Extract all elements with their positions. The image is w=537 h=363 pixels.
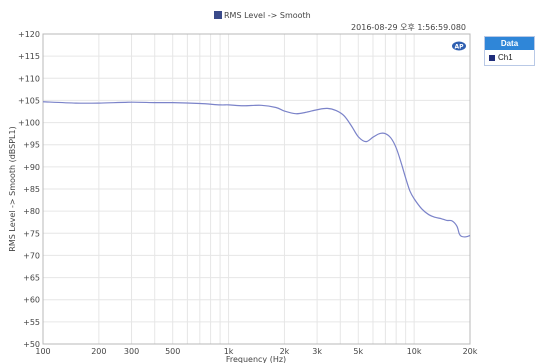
x-tick-label: 5k <box>353 347 363 356</box>
y-tick-label: +50 <box>23 340 40 349</box>
y-tick-label: +105 <box>18 96 40 105</box>
x-tick-label: 300 <box>124 347 139 356</box>
x-tick-labels: 100 200 300 500 1k 2k 3k 5k 10k 20k <box>35 347 477 356</box>
x-tick-label: 20k <box>463 347 478 356</box>
y-tick-label: +80 <box>23 207 40 216</box>
y-tick-label: +100 <box>18 119 40 128</box>
series-line-ch1 <box>42 101 471 238</box>
y-axis-label: RMS Level -> Smooth (dBSPL1) <box>8 126 17 251</box>
y-tick-label: +70 <box>23 251 40 260</box>
chart-title: RMS Level -> Smooth <box>224 11 311 20</box>
app-icon <box>214 11 222 19</box>
timestamp: 2016-08-29 오후 1:56:59.080 <box>351 23 466 32</box>
grid-lines <box>43 33 470 345</box>
y-tick-label: +115 <box>18 52 40 61</box>
legend-title: Data <box>485 37 534 50</box>
legend-panel: Data Ch1 <box>484 36 535 66</box>
legend-item-ch1[interactable]: Ch1 <box>485 50 534 65</box>
y-tick-label: +55 <box>23 318 40 327</box>
x-tick-label: 10k <box>407 347 422 356</box>
y-tick-label: +95 <box>23 141 40 150</box>
x-tick-label: 3k <box>312 347 322 356</box>
x-axis-label: Frequency (Hz) <box>226 355 286 363</box>
x-tick-label: 2k <box>280 347 290 356</box>
ap-logo-icon: AP <box>452 41 466 51</box>
legend-item-label: Ch1 <box>498 53 513 62</box>
y-tick-label: +75 <box>23 229 40 238</box>
chart-title-group: RMS Level -> Smooth <box>214 11 311 20</box>
x-tick-label: 100 <box>35 347 50 356</box>
plot-border <box>42 33 471 345</box>
y-tick-label: +120 <box>18 30 40 39</box>
svg-text:AP: AP <box>454 44 464 51</box>
y-tick-label: +65 <box>23 274 40 283</box>
legend-swatch <box>489 54 495 61</box>
y-tick-label: +90 <box>23 163 40 172</box>
x-tick-label: 1k <box>224 347 234 356</box>
y-tick-label: +60 <box>23 296 40 305</box>
y-tick-labels: +50 +55 +60 +65 +70 +75 +80 +85 +90 +95 +100 +105 +1… <box>18 30 40 349</box>
x-tick-label: 200 <box>91 347 106 356</box>
x-tick-label: 500 <box>165 347 180 356</box>
y-tick-label: +110 <box>18 74 40 83</box>
y-tick-label: +85 <box>23 185 40 194</box>
